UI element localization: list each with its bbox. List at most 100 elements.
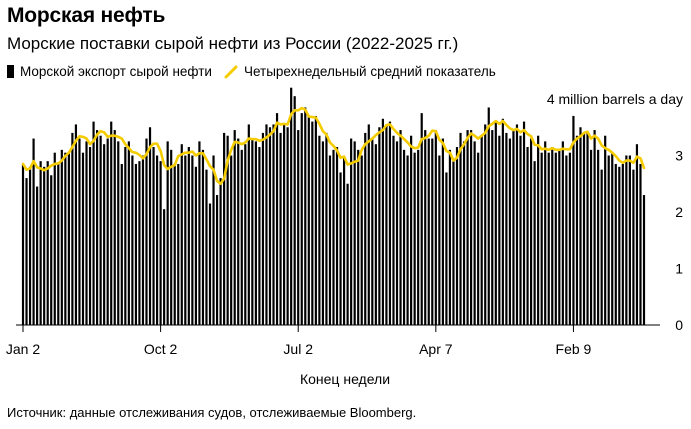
- bar: [283, 124, 286, 326]
- bar: [459, 132, 462, 325]
- bar: [519, 135, 522, 325]
- bar: [607, 155, 610, 325]
- bar: [304, 107, 307, 325]
- bar: [395, 141, 399, 326]
- bar: [46, 161, 49, 325]
- bar: [191, 155, 194, 325]
- bar: [265, 124, 268, 326]
- bar: [155, 155, 159, 325]
- bar: [251, 138, 254, 325]
- bar: [420, 113, 423, 326]
- bar: [113, 130, 116, 325]
- bar: [314, 115, 317, 325]
- bar: [145, 138, 148, 325]
- bar: [452, 161, 455, 325]
- bar: [448, 149, 452, 325]
- bar: [290, 87, 293, 325]
- y-tick-label: 3: [675, 148, 683, 164]
- bar: [360, 155, 363, 325]
- bar: [25, 178, 28, 325]
- bar: [501, 118, 504, 325]
- bar: [138, 161, 141, 325]
- bar: [522, 121, 526, 325]
- bar: [32, 138, 35, 325]
- bar: [28, 166, 32, 325]
- bar: [484, 124, 487, 326]
- bar: [96, 130, 99, 325]
- bar: [74, 124, 78, 326]
- bar: [417, 149, 420, 325]
- bar: [642, 195, 646, 325]
- bar: [208, 203, 212, 325]
- bar: [632, 169, 635, 326]
- bar: [589, 149, 593, 325]
- axis-layer: Jan 2 Oct 2 Jul 2 Apr 7 Feb 9 0 1 2 3 4 million b…: [6, 91, 683, 387]
- bar: [424, 130, 427, 325]
- bar: [311, 121, 314, 325]
- bar: [466, 130, 469, 325]
- bar: [321, 141, 325, 326]
- bar: [558, 149, 561, 325]
- bar: [21, 163, 25, 325]
- bar: [43, 166, 46, 325]
- bar: [406, 155, 409, 325]
- bar: [582, 132, 586, 325]
- x-tick-label: Jan 2: [6, 341, 40, 357]
- bar: [325, 132, 328, 325]
- bar: [579, 127, 582, 325]
- bar: [473, 141, 476, 326]
- bar: [625, 155, 628, 325]
- bar: [614, 163, 617, 325]
- average-line: [21, 106, 646, 186]
- bar: [148, 127, 152, 325]
- bar: [561, 141, 564, 326]
- bar: [575, 135, 579, 325]
- bar: [212, 155, 215, 325]
- bar: [342, 158, 346, 325]
- legend-bar-swatch: [7, 65, 14, 78]
- bar: [635, 144, 639, 325]
- bar: [600, 169, 603, 326]
- y-tick-label: 2: [675, 204, 683, 220]
- bar: [275, 113, 279, 326]
- bar: [470, 130, 473, 325]
- bar: [99, 135, 102, 325]
- bar: [533, 161, 536, 325]
- bar: [572, 115, 575, 325]
- bar: [127, 141, 130, 326]
- x-axis-label: Конец недели: [300, 371, 390, 387]
- bar: [286, 127, 289, 325]
- bar: [318, 135, 321, 325]
- legend-line-swatch: [224, 65, 238, 78]
- bar: [173, 163, 176, 325]
- legend-line-label: Четырехнедельный средний показатель: [243, 64, 496, 79]
- bar: [230, 155, 233, 325]
- bar: [364, 132, 367, 325]
- legend-bars-label: Морской экспорт сырой нефти: [20, 64, 212, 79]
- legend-item-line: Четырехнедельный средний показатель: [224, 64, 496, 79]
- bar: [57, 163, 60, 325]
- bar: [586, 132, 589, 325]
- bar: [50, 175, 53, 325]
- bar: [219, 178, 222, 325]
- bar: [272, 124, 275, 326]
- bar: [350, 138, 353, 325]
- chart-subtitle: Морские поставки сырой нефти из России (…: [7, 34, 459, 53]
- bar: [159, 161, 162, 325]
- bar: [110, 121, 113, 325]
- bar: [480, 135, 483, 325]
- bar: [205, 169, 208, 326]
- bar: [163, 209, 166, 325]
- bar: [71, 132, 74, 325]
- line-layer: [21, 106, 646, 186]
- bar: [378, 127, 381, 325]
- bar: [187, 147, 190, 325]
- bar: [131, 155, 134, 325]
- bar: [593, 130, 596, 325]
- bar: [215, 195, 219, 325]
- bar: [487, 107, 490, 325]
- x-tick-label: Jul 2: [283, 341, 313, 357]
- bar: [233, 130, 236, 325]
- bar: [611, 152, 614, 325]
